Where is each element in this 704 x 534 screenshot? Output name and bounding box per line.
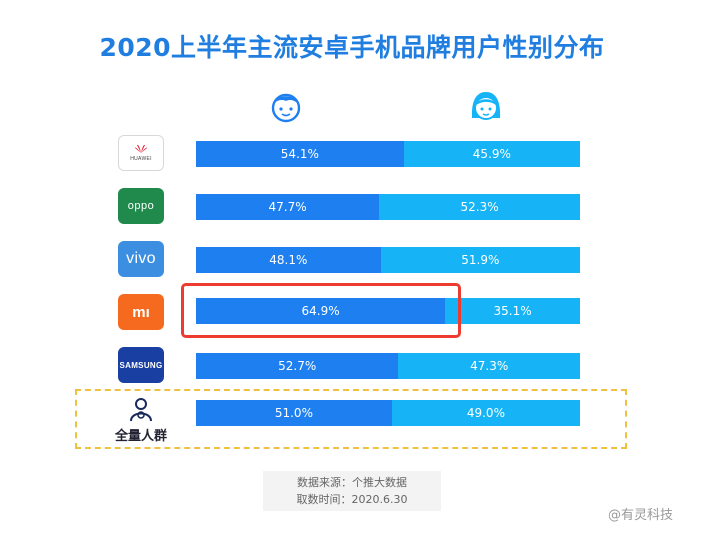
bar-samsung: 52.7% 47.3% bbox=[196, 353, 580, 379]
bar-segment-male-vivo: 48.1% bbox=[196, 247, 381, 273]
xiaomi-highlight-box bbox=[181, 283, 461, 338]
samsung-logo-text: SAMSUNG bbox=[119, 360, 163, 370]
bar-all-users: 51.0% 49.0% bbox=[196, 400, 580, 426]
data-label-female-samsung: 47.3% bbox=[470, 359, 509, 373]
bar-huawei: 54.1% 45.9% bbox=[196, 141, 580, 167]
date-line: 取数时间：2020.6.30 bbox=[296, 493, 408, 506]
bar-segment-female-huawei: 45.9% bbox=[403, 141, 580, 167]
chart-title: 2020上半年主流安卓手机品牌用户性别分布 bbox=[99, 33, 605, 62]
bar-segment-male-oppo: 47.7% bbox=[196, 194, 380, 220]
bar-segment-female-oppo: 52.3% bbox=[379, 194, 580, 220]
bar-segment-female-all-users: 49.0% bbox=[391, 400, 580, 426]
data-label-male-oppo: 47.7% bbox=[268, 200, 307, 214]
vivo-logo: vivo bbox=[118, 241, 164, 277]
bar-vivo: 48.1% 51.9% bbox=[196, 247, 580, 273]
huawei-petals-icon bbox=[135, 144, 147, 153]
data-label-female-all-users: 49.0% bbox=[466, 406, 505, 420]
bar-segment-male-huawei: 54.1% bbox=[196, 141, 404, 167]
data-label-female-oppo: 52.3% bbox=[460, 200, 499, 214]
bar-segment-female-vivo: 51.9% bbox=[380, 247, 580, 273]
female-icon bbox=[471, 92, 501, 120]
vivo-logo-text: vivo bbox=[126, 250, 156, 267]
watermark-text: @有灵科技 bbox=[608, 508, 674, 523]
data-label-male-vivo: 48.1% bbox=[269, 253, 308, 267]
bar-segment-male-xiaomi: 64.9% bbox=[196, 298, 446, 324]
oppo-logo-text: oppo bbox=[127, 200, 155, 212]
oppo-logo: oppo bbox=[118, 188, 164, 224]
xiaomi-logo-text: mı bbox=[132, 303, 150, 321]
data-label-male-xiaomi: 64.9% bbox=[301, 304, 340, 318]
data-label-female-xiaomi: 35.1% bbox=[493, 304, 532, 318]
people-group-icon bbox=[130, 397, 152, 421]
bar-xiaomi: 64.9% 35.1% bbox=[196, 298, 580, 324]
bar-segment-female-samsung: 47.3% bbox=[398, 353, 580, 379]
data-label-female-huawei: 45.9% bbox=[472, 147, 511, 161]
all-users-dashed-frame bbox=[75, 389, 627, 449]
data-label-male-samsung: 52.7% bbox=[278, 359, 317, 373]
data-label-male-huawei: 54.1% bbox=[280, 147, 319, 161]
huawei-logo: HUAWEI bbox=[118, 135, 164, 171]
male-icon bbox=[271, 93, 301, 123]
xiaomi-logo: mı bbox=[118, 294, 164, 330]
bar-segment-male-samsung: 52.7% bbox=[196, 353, 399, 379]
huawei-logo-text: HUAWEI bbox=[130, 156, 152, 162]
samsung-logo: SAMSUNG bbox=[118, 347, 164, 383]
source-line: 数据来源：个推大数据 bbox=[297, 476, 407, 489]
bar-segment-male-all-users: 51.0% bbox=[196, 400, 392, 426]
data-label-female-vivo: 51.9% bbox=[461, 253, 500, 267]
all-users-label: 全量人群 bbox=[114, 427, 167, 443]
source-note: 数据来源：个推大数据 取数时间：2020.6.30 bbox=[263, 471, 441, 511]
bar-oppo: 47.7% 52.3% bbox=[196, 194, 580, 220]
bar-segment-female-xiaomi: 35.1% bbox=[445, 298, 580, 324]
all-users-logo: 全量人群 bbox=[106, 392, 176, 448]
data-label-male-all-users: 51.0% bbox=[274, 406, 313, 420]
